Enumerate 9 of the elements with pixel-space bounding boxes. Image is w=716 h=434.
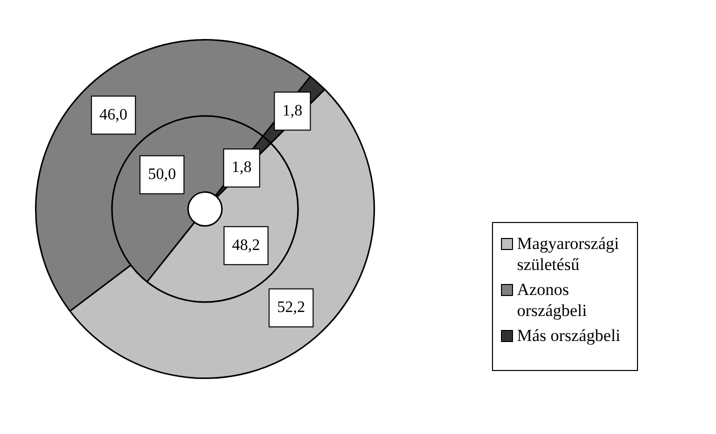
data-label: 52,2 <box>277 299 306 316</box>
data-label: 46,0 <box>99 106 128 124</box>
data-label: 1,8 <box>282 102 302 120</box>
data-label: 50,0 <box>148 166 176 183</box>
data-label: 48,2 <box>232 236 260 254</box>
data-label: 1,8 <box>232 159 252 176</box>
legend-label: Más országbeli <box>517 325 620 346</box>
legend-label: Azonos országbeli <box>517 279 588 321</box>
legend-label: Magyarországi születésű <box>517 233 620 275</box>
